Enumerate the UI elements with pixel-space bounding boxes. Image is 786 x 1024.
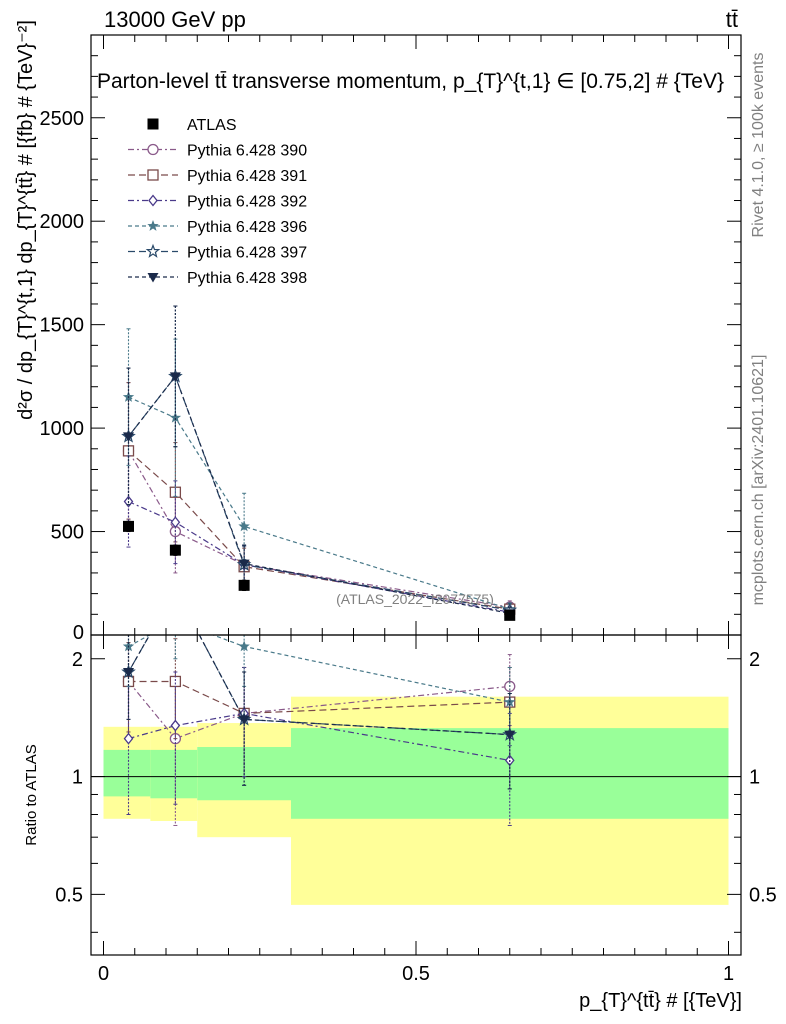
- ratio-y-tick-label-right: 1: [749, 767, 760, 789]
- ratio-pythia-6-428-390-line: [128, 681, 510, 740]
- process-label: tt̄: [726, 7, 738, 32]
- ratio-y-tick-label-left: 2: [72, 649, 83, 671]
- ratio-pythia-6-428-392-point: [123, 732, 134, 745]
- legend-entry: Pythia 6.428 390: [128, 143, 307, 160]
- legend-marker: [147, 273, 159, 283]
- x-tick-label: 1: [723, 963, 734, 985]
- main-pythia-6-428-391-line: [128, 450, 510, 610]
- ratio-pythia-6-428-392-point: [170, 719, 181, 732]
- main-pythia-6-428-390-series: [122, 382, 516, 614]
- legend-label: Pythia 6.428 391: [187, 168, 307, 185]
- ratio-data-layer: [121, 584, 518, 826]
- ratio-pythia-6-428-396-point: [170, 615, 181, 626]
- main-pythia-6-428-398-point: [123, 432, 134, 442]
- legend-marker: [147, 220, 159, 231]
- main-y-tick-label: 1500: [40, 315, 85, 337]
- main-pythia-6-428-396-point: [238, 520, 250, 532]
- ratio-pythia-6-428-398-point: [504, 730, 516, 741]
- ratio-pythia-6-428-391-line: [128, 680, 510, 715]
- legend-marker: [147, 118, 159, 130]
- legend-marker: [147, 143, 159, 156]
- main-pythia-6-428-398-point: [169, 372, 181, 382]
- legend-entry: Pythia 6.428 396: [128, 219, 307, 236]
- legend-label: Pythia 6.428 398: [187, 270, 307, 287]
- main-pythia-6-428-398-line: [128, 375, 510, 614]
- main-pythia-6-428-390-line: [127, 450, 510, 608]
- ratio-pythia-6-428-398-point: [238, 715, 250, 725]
- legend-entry: Pythia 6.428 392: [128, 194, 307, 211]
- ratio-pythia-6-428-392-line: [128, 712, 510, 761]
- ratio-pythia-6-428-398-series: [123, 586, 516, 790]
- main-data-layer: [121, 305, 518, 621]
- main-y-tick-label: 2500: [40, 108, 85, 130]
- uncertainty-bands: [103, 696, 729, 905]
- legend-label: Pythia 6.428 390: [187, 143, 307, 160]
- axis-ticks: 500 1000 1500 2000 2500 0 0 0.5 1 0.5 0.5 1 1 2 2: [40, 35, 777, 985]
- main-pythia-6-428-391-point: [122, 445, 135, 457]
- legend-label: Pythia 6.428 397: [187, 245, 307, 262]
- x-tick-label: 0: [98, 963, 109, 985]
- ratio-y-tick-label-left: 0.5: [55, 884, 83, 906]
- ratio-pythia-6-428-397-point: [170, 584, 181, 595]
- legend-entry: Pythia 6.428 391: [128, 168, 307, 185]
- legend: ATLAS Pythia 6.428 390 Pythia 6.428 391 Pyt…: [128, 117, 307, 287]
- main-y-tick-label: 500: [51, 522, 84, 544]
- main-pythia-6-428-396-point: [169, 411, 182, 423]
- legend-label: Pythia 6.428 396: [187, 219, 307, 236]
- main-y-axis-label: d²σ / dp_{T}^{t,1} dp_{T}^{tt̄} # [{fb} …: [15, 20, 37, 420]
- main-pythia-6-428-396-series: [122, 328, 516, 616]
- rivet-version-label: Rivet 4.1.0, ≥ 100k events: [750, 53, 767, 238]
- legend-entry: Pythia 6.428 398: [128, 270, 307, 287]
- ratio-pythia-6-428-391-point: [169, 675, 182, 688]
- main-y-tick-label: 1000: [40, 418, 85, 440]
- main-atlas-point: [504, 609, 516, 621]
- ratio-pythia-6-428-396-point: [238, 640, 250, 652]
- legend-entry: ATLAS: [147, 117, 237, 134]
- main-atlas-point: [169, 544, 181, 556]
- main-pythia-6-428-391-series: [122, 382, 516, 616]
- ratio-pythia-6-428-398-line: [127, 635, 510, 736]
- main-atlas-point: [123, 520, 134, 532]
- green-band-0: [103, 749, 151, 797]
- analysis-watermark: (ATLAS_2022_I2077575): [336, 591, 494, 607]
- legend-marker: [145, 243, 161, 258]
- x-axis-label: p_{T}^{tt̄} # [{TeV}]: [579, 990, 742, 1012]
- main-pythia-6-428-398-series: [123, 305, 516, 620]
- legend-marker: [147, 169, 159, 181]
- ratio-pythia-6-428-398-point: [170, 586, 181, 596]
- energy-label: 13000 GeV pp: [104, 7, 246, 32]
- main-atlas-series: [123, 520, 516, 621]
- ratio-y-tick-label-right: 2: [749, 649, 760, 671]
- ratio-pythia-6-428-396-line: [128, 635, 510, 703]
- mcplots-label: mcplots.cern.ch [arXiv:2401.10621]: [750, 355, 767, 606]
- main-pythia-6-428-397-series: [121, 305, 518, 617]
- main-pythia-6-428-398-point: [238, 559, 250, 570]
- main-y-tick-label: 2000: [40, 211, 85, 233]
- legend-entry: Pythia 6.428 397: [128, 243, 307, 262]
- ratio-pythia-6-428-398-point: [123, 668, 134, 678]
- main-y-tick-label-zero: 0: [73, 622, 84, 644]
- legend-label: Pythia 6.428 392: [187, 194, 307, 211]
- main-pythia-6-428-392-line: [128, 501, 510, 613]
- green-band-1: [150, 749, 198, 799]
- main-pythia-6-428-397-line: [128, 375, 510, 611]
- plot-title: Parton-level tt̄ transverse momentum, p_…: [97, 70, 724, 93]
- main-atlas-point: [238, 579, 250, 591]
- ratio-y-tick-label-left: 1: [72, 767, 83, 789]
- ratio-y-axis-label: Ratio to ATLAS: [23, 744, 40, 845]
- legend-marker: [148, 194, 158, 207]
- main-pythia-6-428-392-point: [170, 516, 181, 529]
- x-tick-label: 0.5: [402, 963, 430, 985]
- ratio-y-tick-label-right: 0.5: [749, 884, 777, 906]
- legend-label: ATLAS: [187, 117, 237, 134]
